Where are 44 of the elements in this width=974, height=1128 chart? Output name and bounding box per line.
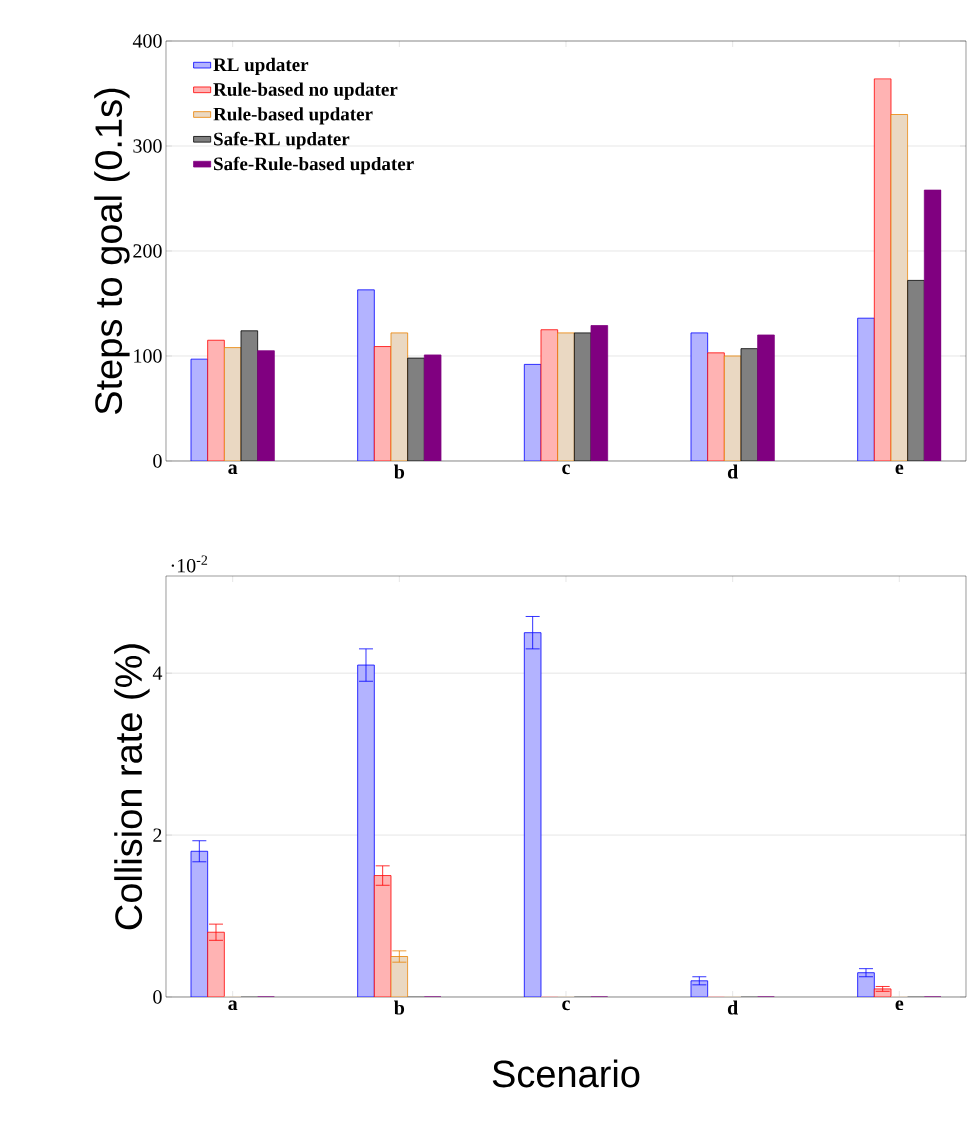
bar <box>890 114 909 461</box>
x-tick-label: e <box>895 464 904 475</box>
legend-label: Safe-Rule-based updater <box>214 156 414 175</box>
y-tick-label: 200 <box>133 244 162 258</box>
x-axis-title: Scenario <box>492 1059 640 1088</box>
x-tick-label: d <box>727 1000 738 1015</box>
x-tick-label: c <box>562 1000 570 1011</box>
x-tick-label: c <box>562 464 570 475</box>
bar <box>207 931 225 997</box>
x-tick-label: a <box>228 1000 238 1011</box>
bar <box>873 988 892 997</box>
legend-label: Rule-based no updater <box>213 82 398 100</box>
bar <box>190 850 209 997</box>
bar <box>707 352 725 461</box>
y-tick-label: 2 <box>153 828 162 842</box>
bar <box>690 980 709 997</box>
legend-label: Rule-based updater <box>213 107 373 125</box>
y-tick-label: 0 <box>153 990 162 1004</box>
bar <box>857 972 875 997</box>
legend-label: RL updater <box>213 57 309 76</box>
x-tick-label: b <box>394 1000 405 1015</box>
y-axis-title: Steps to goal (0.1s) <box>94 88 130 415</box>
bar <box>523 632 542 997</box>
y-axis-title: Collision rate (%) <box>114 644 150 930</box>
x-tick-label: d <box>727 464 738 479</box>
bar <box>907 280 925 461</box>
bar <box>557 332 575 461</box>
bar <box>857 317 875 461</box>
y-tick-label: 100 <box>134 349 162 363</box>
y-tick-label: 0 <box>153 454 162 468</box>
text: ·10$^{-2}$ <box>171 555 208 573</box>
bar <box>373 875 392 997</box>
bar <box>357 289 375 461</box>
y-tick-label: 400 <box>132 34 162 48</box>
bar <box>407 357 425 461</box>
bar <box>207 339 225 461</box>
bar <box>357 664 375 997</box>
y-tick-label: 4 <box>152 666 163 680</box>
x-tick-label: b <box>394 464 405 479</box>
y-tick-label: 300 <box>133 139 162 153</box>
legend-label: Safe-RL updater <box>214 131 350 150</box>
x-tick-label: a <box>228 464 238 475</box>
bar <box>873 78 892 461</box>
x-tick-label: e <box>895 1000 904 1011</box>
